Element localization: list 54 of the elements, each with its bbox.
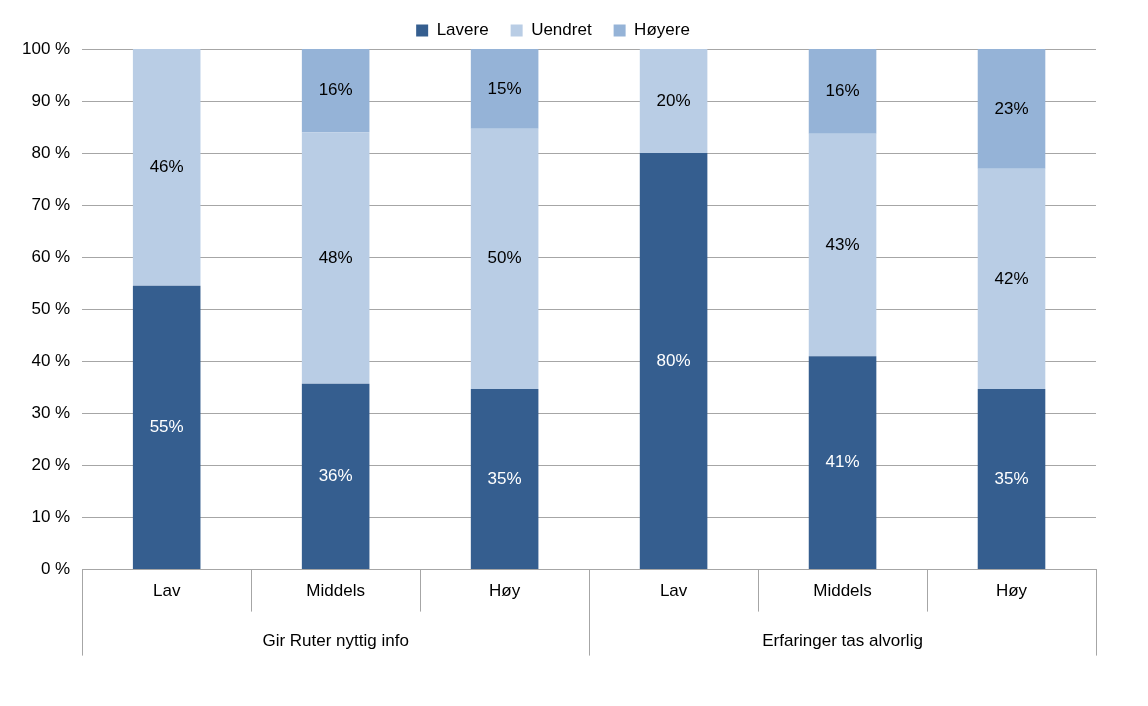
y-tick-label: 90 % bbox=[31, 90, 71, 110]
y-tick-label: 100 % bbox=[22, 38, 71, 58]
data-label: 35% bbox=[994, 468, 1029, 488]
y-tick-label: 80 % bbox=[31, 142, 71, 162]
x-tick-label: Middels bbox=[306, 581, 365, 601]
bar bbox=[470, 49, 539, 129]
text: Erfaringer tas alvorlig bbox=[762, 631, 923, 651]
y-tick-label: 40 % bbox=[31, 351, 71, 371]
y-tick-label: 10 % bbox=[31, 507, 71, 527]
data-label: 41% bbox=[825, 452, 860, 472]
data-label: 16% bbox=[318, 80, 353, 100]
bar bbox=[301, 49, 370, 133]
data-label: 36% bbox=[318, 466, 353, 486]
data-label: 15% bbox=[487, 78, 522, 98]
y-tick-label: 50 % bbox=[31, 298, 71, 318]
data-label: 55% bbox=[149, 417, 184, 437]
legend-label: Lavere bbox=[436, 20, 489, 40]
x-tick-label: Høy bbox=[995, 581, 1028, 601]
data-label: 48% bbox=[318, 247, 353, 267]
bar bbox=[301, 132, 370, 384]
bar bbox=[639, 49, 708, 154]
legend-label: Uendret bbox=[531, 20, 592, 40]
data-label: 80% bbox=[656, 350, 691, 370]
bar bbox=[977, 168, 1046, 389]
y-tick-label: 60 % bbox=[31, 246, 71, 266]
bar bbox=[470, 128, 539, 389]
y-tick-label: 30 % bbox=[31, 403, 71, 423]
legend-label: Høyere bbox=[634, 20, 690, 40]
data-label: 16% bbox=[825, 81, 860, 101]
data-label: 43% bbox=[825, 234, 860, 254]
bar bbox=[639, 153, 708, 570]
bar bbox=[977, 49, 1046, 169]
bar bbox=[301, 383, 370, 570]
y-tick-label: 70 % bbox=[31, 194, 71, 214]
data-label: 42% bbox=[994, 268, 1029, 288]
data-label: 35% bbox=[487, 468, 522, 488]
x-tick-label: Lav bbox=[659, 581, 688, 601]
text: Gir Ruter nyttig info bbox=[262, 631, 409, 651]
x-tick-label: Høy bbox=[489, 581, 521, 601]
x-tick-label: Lav bbox=[152, 581, 181, 601]
y-tick-label: 20 % bbox=[31, 455, 71, 475]
bar bbox=[470, 388, 539, 570]
data-label: 50% bbox=[487, 248, 522, 268]
x-tick-label: Middels bbox=[813, 581, 872, 601]
bar bbox=[808, 133, 877, 357]
bar bbox=[808, 356, 877, 570]
bar bbox=[977, 388, 1046, 570]
data-label: 20% bbox=[656, 90, 691, 110]
data-label: 23% bbox=[994, 98, 1029, 118]
bar bbox=[132, 285, 201, 570]
bar bbox=[808, 49, 877, 134]
data-label: 46% bbox=[149, 157, 184, 177]
y-tick-label: 0 % bbox=[40, 559, 71, 579]
bar bbox=[132, 49, 201, 286]
